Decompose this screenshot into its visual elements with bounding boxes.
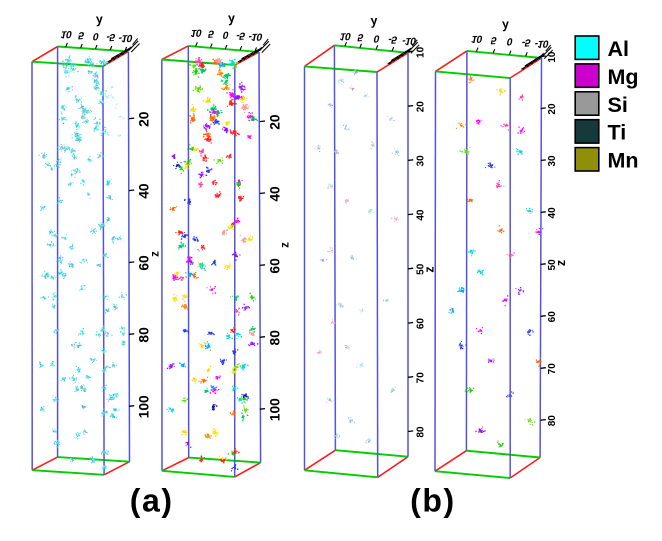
svg-text:30: 30 (415, 155, 426, 167)
svg-text:30: 30 (547, 155, 558, 167)
svg-text:20: 20 (415, 101, 426, 113)
svg-text:100: 100 (268, 398, 283, 421)
svg-text:80: 80 (415, 426, 426, 438)
svg-text:40: 40 (415, 209, 426, 221)
svg-text:λ: λ (96, 14, 103, 28)
svg-text:λ: λ (228, 13, 235, 27)
svg-text:Si: Si (608, 93, 628, 117)
svg-text:40: 40 (547, 207, 558, 219)
svg-text:Al: Al (608, 37, 630, 61)
svg-text:λ: λ (502, 19, 509, 33)
svg-text:Mn: Mn (608, 149, 639, 173)
svg-text:z: z (150, 251, 162, 257)
svg-text:60: 60 (268, 258, 283, 274)
svg-text:60: 60 (415, 318, 426, 330)
svg-text:100: 100 (136, 395, 151, 418)
svg-text:Ti: Ti (608, 121, 627, 145)
svg-text:40: 40 (136, 183, 151, 199)
svg-text:10: 10 (547, 51, 558, 63)
svg-text:20: 20 (547, 103, 558, 115)
svg-text:40: 40 (268, 186, 283, 202)
svg-text:λ: λ (371, 15, 378, 29)
svg-text:80: 80 (547, 415, 558, 427)
svg-text:(b): (b) (410, 483, 456, 519)
svg-text:z: z (423, 266, 437, 272)
svg-text:20: 20 (268, 114, 283, 130)
svg-text:20: 20 (136, 111, 151, 127)
svg-text:(a): (a) (130, 483, 174, 519)
svg-text:Mg: Mg (608, 65, 639, 89)
svg-text:70: 70 (415, 372, 426, 384)
svg-text:80: 80 (136, 327, 151, 343)
svg-text:10: 10 (415, 46, 426, 58)
svg-text:z: z (554, 260, 568, 266)
svg-text:60: 60 (547, 311, 558, 323)
svg-text:80: 80 (268, 330, 283, 346)
svg-text:70: 70 (547, 363, 558, 375)
svg-text:z: z (279, 242, 291, 248)
